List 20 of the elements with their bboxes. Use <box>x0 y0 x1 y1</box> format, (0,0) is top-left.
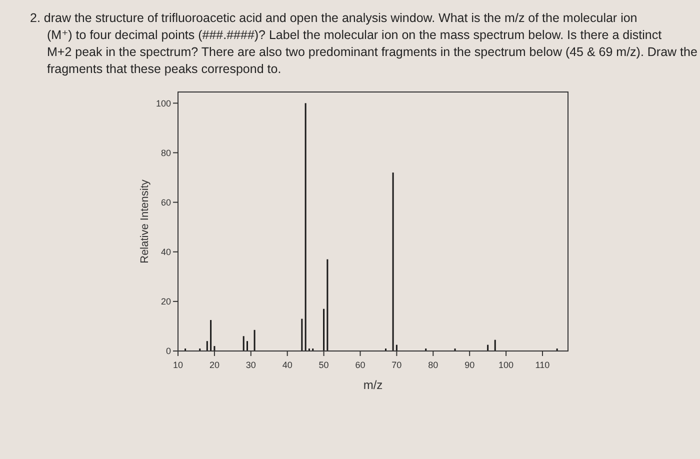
x-tick-label: 90 <box>464 360 475 370</box>
x-tick-label: 80 <box>428 360 438 370</box>
y-axis-title: Relative Intensity <box>139 179 151 264</box>
x-tick-label: 20 <box>209 360 220 370</box>
chart-title: 2. draw the structure of trifluoroacetic acid and open the analysis window. What is the m/z of the molecular ion (M⁺) to four decimal points (###.####)? Label the molecular ion on the mass spectrum below. Is there a distinct M+2 peak in the spectrum? There are also two predominant fragments in the spectrum below (45 & 69 m/z). Draw the fragments that these peaks correspond to. <box>30 11 698 76</box>
y-tick-label: 80 <box>160 148 171 158</box>
x-tick-label: 70 <box>392 360 402 370</box>
y-tick-label: 40 <box>160 247 171 258</box>
x-tick-label: 60 <box>355 360 366 370</box>
x-axis-title: m/z <box>363 378 383 392</box>
x-tick-label: 10 <box>172 360 184 370</box>
x-tick-label: 40 <box>282 360 292 370</box>
y-tick-label: 0 <box>166 346 171 356</box>
y-tick-label: 100 <box>156 98 171 108</box>
x-tick-label: 50 <box>318 360 329 370</box>
x-tick-label: 110 <box>535 360 550 370</box>
x-tick-label: 100 <box>498 360 514 370</box>
y-tick-label: 60 <box>160 197 171 208</box>
x-tick-label: 30 <box>246 360 256 370</box>
y-tick-label: 20 <box>160 296 171 307</box>
